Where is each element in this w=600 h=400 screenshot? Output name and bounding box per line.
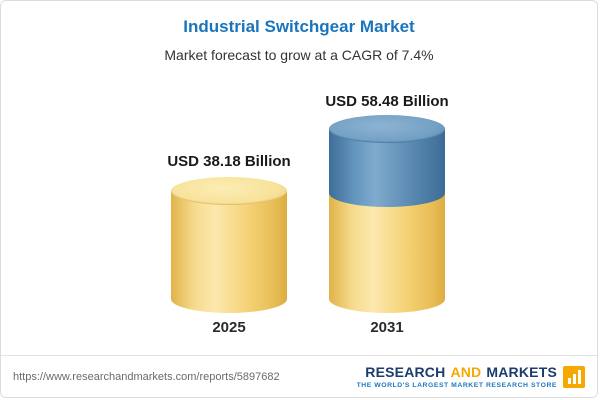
footer-bar: https://www.researchandmarkets.com/repor…: [1, 355, 597, 397]
axis-label-2031: 2031: [370, 319, 404, 336]
value-label-2025: USD 38.18 Billion: [167, 153, 291, 170]
logo-word-research: RESEARCH: [365, 364, 446, 380]
logo-word-and: AND: [450, 364, 482, 380]
bar-segment-base-2025: [171, 191, 287, 313]
bar-top-cap-2031: [329, 115, 445, 143]
chart-title: Industrial Switchgear Market: [183, 17, 415, 36]
chart-subtitle: Market forecast to grow at a CAGR of 7.4…: [164, 47, 434, 63]
logo-wordmark: RESEARCH AND MARKETS: [365, 364, 557, 380]
bar-cylinder-2031: [329, 115, 445, 313]
bar-segment-base-2031: [329, 193, 445, 313]
axis-label-2025: 2025: [212, 319, 246, 336]
logo-researchandmarkets: RESEARCH AND MARKETS THE WORLD'S LARGEST…: [357, 364, 585, 389]
bar-top-cap-2025: [171, 177, 287, 205]
footer-report-url[interactable]: https://www.researchandmarkets.com/repor…: [13, 370, 280, 383]
logo-word-markets: MARKETS: [486, 364, 557, 380]
value-label-2031: USD 58.48 Billion: [325, 93, 449, 110]
logo-tagline: THE WORLD'S LARGEST MARKET RESEARCH STOR…: [356, 382, 557, 389]
bar-chart-logo-icon: [563, 365, 585, 388]
bar-cylinder-2025: [171, 177, 287, 313]
logo-text-block: RESEARCH AND MARKETS THE WORLD'S LARGEST…: [357, 364, 557, 389]
